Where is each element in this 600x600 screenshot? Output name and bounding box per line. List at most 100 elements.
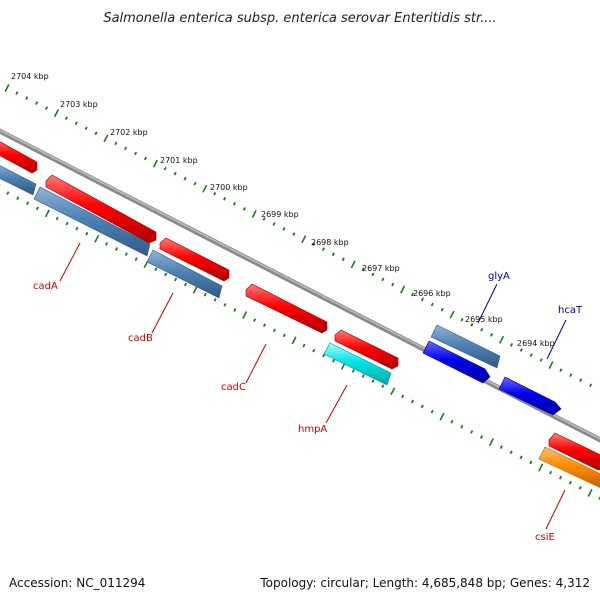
major-tick	[390, 387, 396, 396]
minor-tick	[579, 378, 583, 382]
feature-hcaT[interactable]	[498, 376, 562, 416]
minor-tick	[233, 308, 237, 312]
gene-label-csiE[interactable]: csiE	[535, 532, 555, 543]
minor-tick	[430, 302, 434, 307]
reverse-strand-features	[0, 163, 600, 489]
minor-tick	[134, 151, 138, 156]
major-tick	[548, 361, 554, 369]
minor-tick	[499, 445, 503, 449]
minor-tick	[6, 191, 10, 195]
minor-tick	[282, 227, 286, 231]
major-tick	[242, 311, 248, 319]
scale-label: 2700 kbp	[210, 183, 248, 192]
leader-cadA	[59, 242, 81, 282]
minor-tick	[94, 131, 98, 136]
major-tick	[202, 184, 208, 193]
minor-tick	[569, 373, 573, 377]
scale-label: 2698 kbp	[311, 238, 349, 247]
gene-label-hcaT[interactable]: hcaT	[558, 305, 583, 316]
minor-tick	[558, 475, 563, 480]
minor-tick	[16, 196, 20, 201]
gene-label-cadB[interactable]: cadB	[128, 333, 153, 344]
minor-tick	[410, 399, 414, 404]
feature-blue-1[interactable]	[422, 340, 491, 384]
minor-tick	[568, 480, 572, 485]
major-tick	[152, 159, 158, 168]
feature-csiE[interactable]	[538, 446, 600, 489]
scale-label: 2696 kbp	[413, 289, 451, 298]
minor-tick	[223, 196, 227, 201]
feature-cadB-fwd[interactable]	[159, 237, 230, 282]
minor-tick	[143, 156, 148, 161]
minor-tick	[312, 348, 316, 353]
feature-forward-end[interactable]	[548, 432, 600, 471]
feature-cadB[interactable]	[33, 186, 151, 257]
minor-tick	[173, 171, 177, 176]
feature-hmpA[interactable]	[323, 342, 392, 386]
forward-strand-features	[0, 139, 600, 471]
minor-tick	[312, 242, 316, 247]
gene-label-cadA[interactable]: cadA	[33, 281, 58, 292]
minor-tick	[85, 231, 89, 236]
major-tick	[251, 210, 257, 218]
feature-cadB-rev2[interactable]	[146, 249, 223, 299]
scale-label: 2701 kbp	[160, 156, 198, 165]
feature-cadA[interactable]	[45, 174, 157, 244]
major-tick	[94, 234, 100, 243]
minor-tick	[559, 368, 563, 372]
feature-cadC[interactable]	[245, 283, 328, 334]
summary-text: Topology: circular; Length: 4,685,848 bp…	[259, 576, 590, 590]
minor-tick	[272, 328, 276, 333]
major-tick	[291, 336, 297, 345]
minor-tick	[64, 116, 68, 121]
minor-tick	[174, 277, 178, 282]
minor-tick	[183, 176, 187, 181]
minor-tick	[440, 307, 444, 312]
leader-cadC	[245, 343, 267, 384]
minor-tick	[164, 272, 168, 277]
feature-glyA[interactable]	[430, 324, 501, 369]
major-tick	[439, 412, 445, 421]
minor-tick	[193, 181, 197, 186]
feature-hmpA-fwd[interactable]	[334, 329, 399, 370]
minor-tick	[509, 343, 513, 347]
minor-tick	[401, 394, 405, 399]
minor-tick	[331, 252, 335, 257]
gene-label-hmpA[interactable]: hmpA	[298, 424, 327, 435]
minor-tick	[539, 358, 543, 362]
major-tick	[103, 134, 109, 143]
feature-reverse-1[interactable]	[0, 163, 37, 196]
gene-label-glyA[interactable]: glyA	[488, 271, 510, 282]
major-tick	[498, 335, 505, 344]
scale-label: 2694 kbp	[517, 339, 555, 348]
minor-tick	[322, 353, 326, 358]
minor-tick	[411, 292, 415, 297]
gene-label-cadC[interactable]: cadC	[221, 382, 246, 393]
feature-forward-1[interactable]	[0, 139, 38, 174]
minor-tick	[529, 353, 533, 357]
minor-tick	[381, 384, 385, 389]
leader-csiE	[545, 489, 566, 530]
minor-tick	[55, 216, 59, 221]
minor-tick	[519, 348, 523, 352]
major-tick	[44, 209, 50, 218]
minor-tick	[480, 435, 484, 439]
gene-leader-lines	[59, 242, 567, 530]
minor-tick	[371, 379, 375, 383]
minor-tick	[25, 96, 29, 100]
minor-tick	[519, 455, 523, 460]
minor-tick	[163, 166, 167, 171]
minor-tick	[391, 282, 395, 287]
minor-tick	[549, 470, 553, 475]
map-title: Salmonella enterica subsp. enterica sero…	[103, 11, 496, 26]
minor-tick	[480, 327, 484, 332]
major-tick	[192, 285, 198, 294]
minor-tick	[84, 126, 88, 131]
minor-tick	[74, 121, 78, 126]
scale-label: 2697 kbp	[362, 264, 400, 273]
minor-tick	[134, 257, 138, 262]
major-tick	[449, 310, 455, 319]
gene-labels: cadA cadB cadC hmpA glyA hcaT csiE	[33, 271, 583, 543]
scale-label: 2699 kbp	[261, 210, 299, 219]
